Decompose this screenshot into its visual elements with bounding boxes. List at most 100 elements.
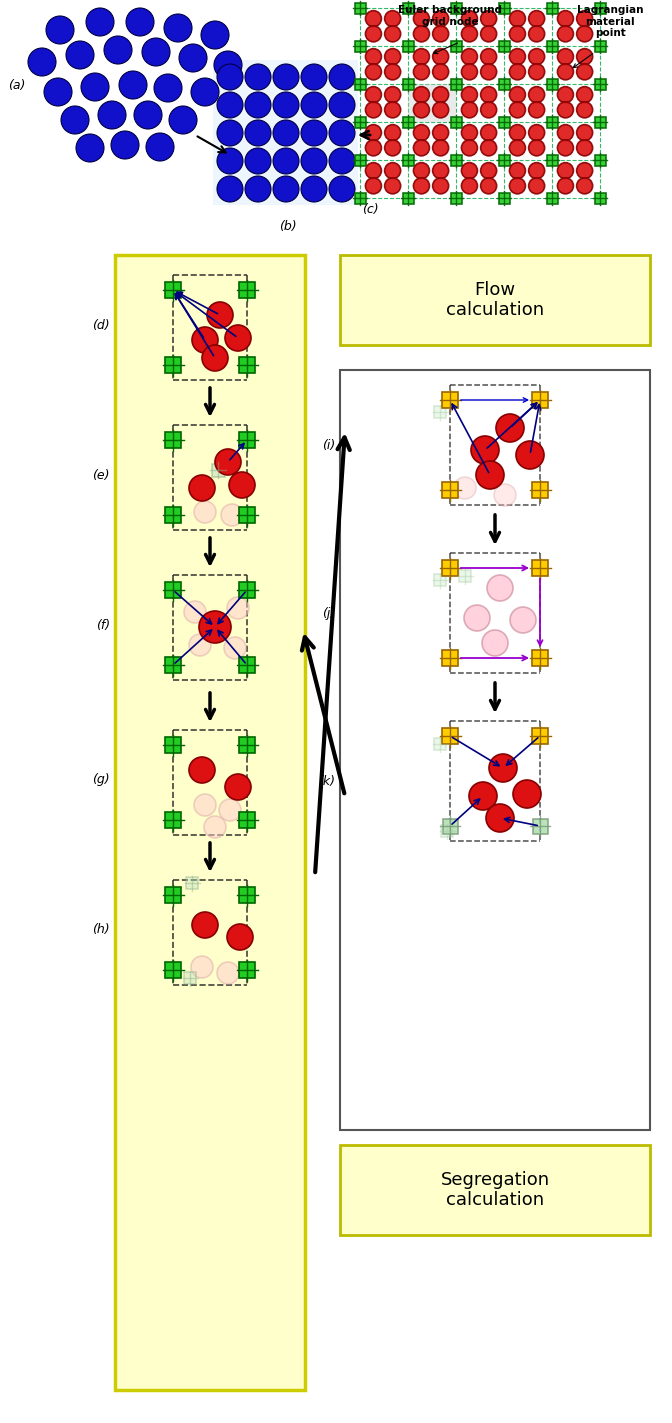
FancyBboxPatch shape bbox=[165, 737, 181, 753]
Circle shape bbox=[217, 962, 239, 983]
Circle shape bbox=[433, 26, 449, 41]
FancyBboxPatch shape bbox=[450, 78, 462, 90]
Circle shape bbox=[413, 102, 429, 118]
Circle shape bbox=[28, 48, 56, 75]
FancyBboxPatch shape bbox=[434, 573, 446, 586]
Circle shape bbox=[329, 120, 355, 147]
Circle shape bbox=[433, 87, 449, 102]
FancyBboxPatch shape bbox=[340, 255, 650, 344]
Circle shape bbox=[245, 64, 271, 90]
Circle shape bbox=[301, 148, 327, 174]
FancyBboxPatch shape bbox=[441, 825, 453, 837]
Circle shape bbox=[494, 484, 516, 507]
Circle shape bbox=[225, 774, 251, 800]
Circle shape bbox=[413, 87, 429, 102]
Circle shape bbox=[154, 74, 182, 102]
Circle shape bbox=[529, 26, 544, 41]
FancyBboxPatch shape bbox=[532, 561, 548, 576]
FancyBboxPatch shape bbox=[442, 818, 458, 834]
FancyBboxPatch shape bbox=[450, 192, 462, 203]
Circle shape bbox=[384, 178, 401, 194]
FancyBboxPatch shape bbox=[595, 192, 605, 203]
Circle shape bbox=[301, 120, 327, 147]
Circle shape bbox=[509, 48, 526, 64]
FancyBboxPatch shape bbox=[239, 962, 255, 978]
Circle shape bbox=[104, 36, 132, 64]
Circle shape bbox=[366, 125, 382, 141]
Circle shape bbox=[480, 87, 497, 102]
Circle shape bbox=[329, 148, 355, 174]
Circle shape bbox=[509, 26, 526, 41]
Circle shape bbox=[329, 92, 355, 118]
FancyBboxPatch shape bbox=[355, 192, 366, 203]
Circle shape bbox=[366, 10, 382, 27]
Circle shape bbox=[480, 178, 497, 194]
Circle shape bbox=[513, 780, 541, 808]
Circle shape bbox=[61, 105, 89, 134]
FancyBboxPatch shape bbox=[355, 40, 366, 51]
FancyBboxPatch shape bbox=[165, 357, 181, 373]
Circle shape bbox=[480, 48, 497, 64]
Circle shape bbox=[529, 139, 544, 157]
FancyBboxPatch shape bbox=[442, 482, 458, 498]
FancyBboxPatch shape bbox=[239, 813, 255, 828]
Circle shape bbox=[217, 64, 243, 90]
FancyBboxPatch shape bbox=[532, 391, 548, 408]
Circle shape bbox=[273, 148, 299, 174]
FancyBboxPatch shape bbox=[239, 433, 255, 448]
Circle shape bbox=[454, 477, 476, 499]
Circle shape bbox=[480, 125, 497, 141]
Circle shape bbox=[471, 435, 499, 464]
Circle shape bbox=[577, 139, 593, 157]
Circle shape bbox=[480, 64, 497, 80]
Circle shape bbox=[413, 10, 429, 27]
FancyBboxPatch shape bbox=[450, 155, 462, 165]
Circle shape bbox=[189, 757, 215, 783]
Circle shape bbox=[66, 41, 94, 68]
FancyBboxPatch shape bbox=[595, 155, 605, 165]
Text: (g): (g) bbox=[92, 774, 110, 787]
FancyBboxPatch shape bbox=[546, 155, 558, 165]
FancyBboxPatch shape bbox=[340, 370, 650, 1130]
Circle shape bbox=[496, 414, 524, 443]
Circle shape bbox=[433, 10, 449, 27]
Circle shape bbox=[558, 64, 573, 80]
Circle shape bbox=[194, 794, 216, 815]
Circle shape bbox=[462, 178, 477, 194]
Circle shape bbox=[301, 64, 327, 90]
Circle shape bbox=[217, 92, 243, 118]
FancyBboxPatch shape bbox=[165, 657, 181, 673]
Circle shape bbox=[577, 178, 593, 194]
Circle shape bbox=[577, 26, 593, 41]
FancyBboxPatch shape bbox=[442, 650, 458, 666]
Circle shape bbox=[577, 125, 593, 141]
Text: (b): (b) bbox=[279, 221, 297, 233]
Circle shape bbox=[486, 804, 514, 832]
FancyBboxPatch shape bbox=[450, 117, 462, 128]
Text: (i): (i) bbox=[322, 438, 335, 451]
Text: (c): (c) bbox=[362, 203, 378, 216]
Circle shape bbox=[413, 162, 429, 179]
Circle shape bbox=[462, 87, 477, 102]
Circle shape bbox=[462, 26, 477, 41]
Circle shape bbox=[169, 105, 197, 134]
Text: (k): (k) bbox=[318, 774, 335, 787]
Text: (h): (h) bbox=[92, 924, 110, 936]
FancyBboxPatch shape bbox=[546, 192, 558, 203]
FancyBboxPatch shape bbox=[165, 813, 181, 828]
FancyBboxPatch shape bbox=[434, 739, 446, 750]
Circle shape bbox=[433, 64, 449, 80]
Circle shape bbox=[529, 102, 544, 118]
Circle shape bbox=[433, 162, 449, 179]
Circle shape bbox=[219, 798, 241, 821]
FancyBboxPatch shape bbox=[434, 406, 446, 418]
Text: (j): (j) bbox=[322, 606, 335, 619]
Circle shape bbox=[529, 48, 544, 64]
FancyBboxPatch shape bbox=[165, 887, 181, 904]
Circle shape bbox=[529, 178, 544, 194]
Circle shape bbox=[509, 87, 526, 102]
FancyBboxPatch shape bbox=[595, 40, 605, 51]
Circle shape bbox=[413, 178, 429, 194]
Circle shape bbox=[202, 344, 228, 371]
Circle shape bbox=[577, 102, 593, 118]
